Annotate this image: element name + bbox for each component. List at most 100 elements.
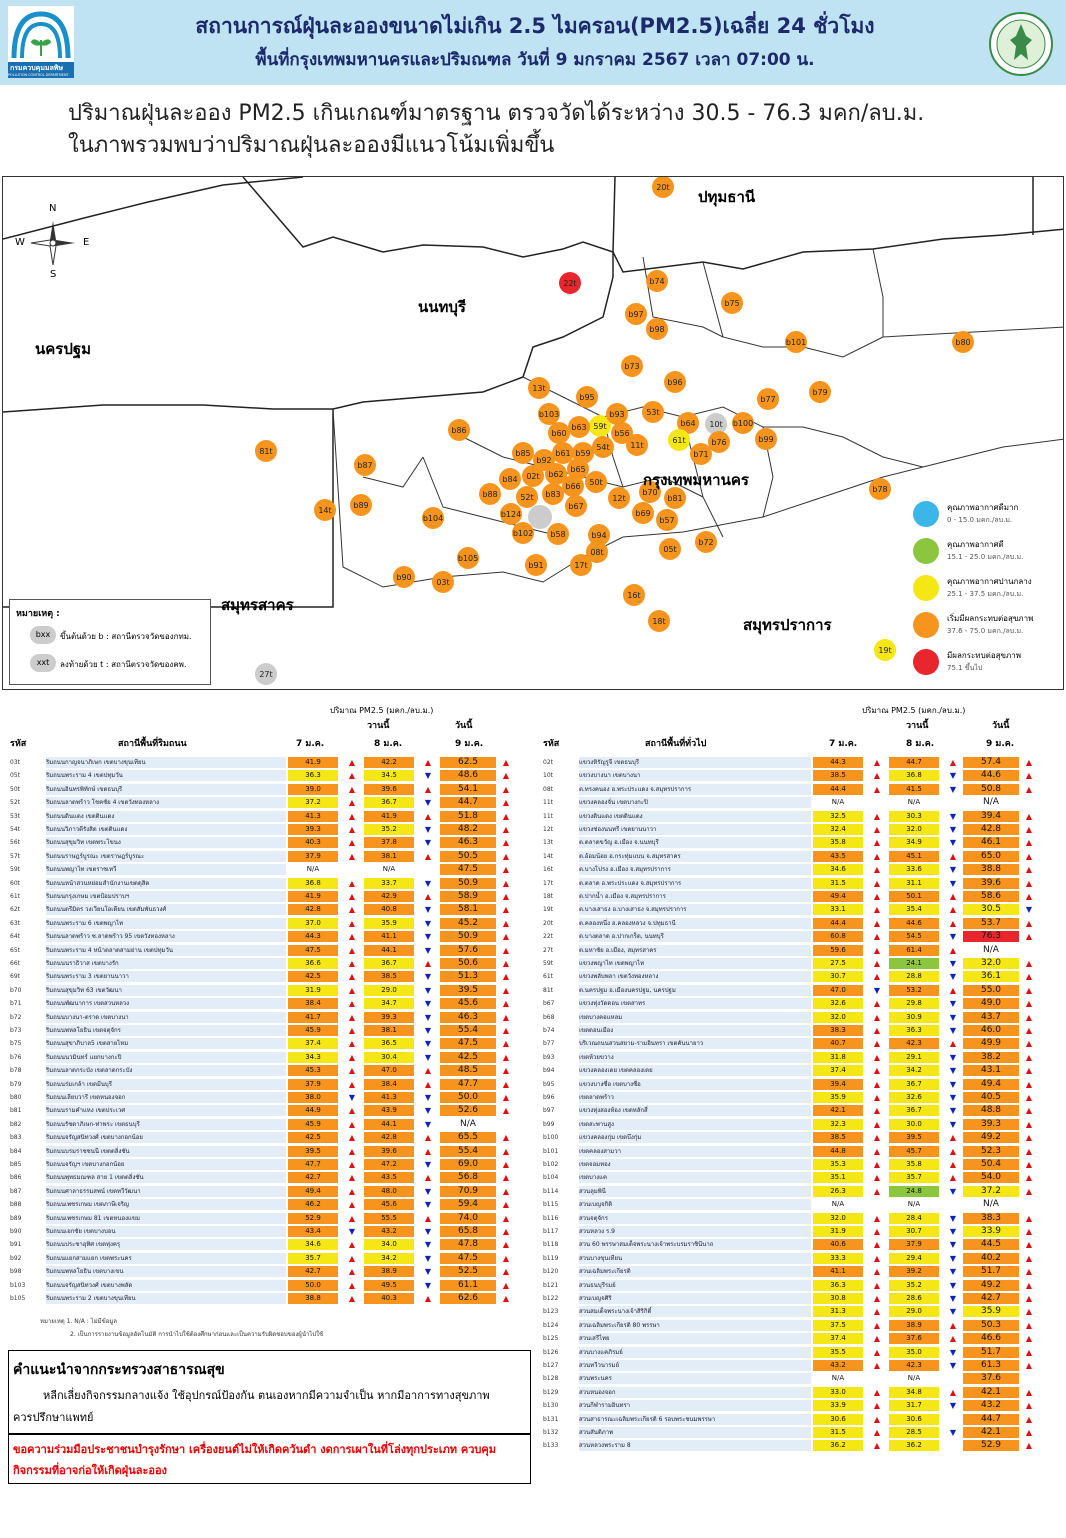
value-day1: 34.6 bbox=[813, 864, 863, 876]
today-label-right: วันนี้ bbox=[992, 721, 1010, 731]
table-row: 61t แขวงพลับพลา เขตวังทองหลาง 30.7 ▲ 28.… bbox=[543, 970, 1058, 983]
value-day2: 44.7 bbox=[889, 757, 939, 768]
station-code: 62t bbox=[10, 906, 20, 914]
trend-icon-day1: ▲ bbox=[873, 865, 881, 875]
trend-icon-day2: ▼ bbox=[949, 1052, 957, 1062]
value-day2: 29.0 bbox=[889, 1306, 939, 1318]
value-day3: 47.7 bbox=[440, 1078, 496, 1090]
station-code: 61t bbox=[10, 893, 20, 900]
trend-icon-day1: ▲ bbox=[348, 1012, 356, 1022]
legend-label: มีผลกระทบต่อสุขภาพ bbox=[947, 651, 1022, 660]
station-name: ริมถนนนวมินทร์ แยกบางกะปิ bbox=[46, 1051, 286, 1063]
trend-icon-day1: ▲ bbox=[348, 1079, 356, 1089]
station-name: สวนกีฬารามอินทรา bbox=[579, 1400, 811, 1412]
trend-icon-day2: ▼ bbox=[424, 1267, 432, 1277]
value-day3: N/A bbox=[440, 1118, 496, 1130]
station-marker-b90: b90 bbox=[393, 566, 415, 588]
station-code: 52t bbox=[10, 799, 20, 807]
trend-icon-day2: ▼ bbox=[424, 1186, 432, 1196]
table-row: b87 ริมถนนศาลาธรรมสพน์ เขตทวีวัฒนา 49.4 … bbox=[10, 1185, 530, 1197]
station-marker-50t: 50t bbox=[585, 471, 607, 493]
value-day2: 29.4 bbox=[889, 1252, 939, 1264]
trend-icon-day2: ▼ bbox=[424, 1052, 432, 1062]
value-day2: 44.1 bbox=[364, 944, 414, 956]
station-marker-label: b99 bbox=[758, 435, 773, 444]
value-day3: 43.2 bbox=[963, 1400, 1019, 1412]
trend-icon-day2: ▼ bbox=[949, 811, 957, 821]
value-day3: 47.5 bbox=[440, 864, 496, 876]
value-day2: 34.0 bbox=[364, 1239, 414, 1251]
value-day1: 31.8 bbox=[813, 1051, 863, 1063]
station-marker-b66: b66 bbox=[562, 475, 584, 497]
trend-icon-day1: ▲ bbox=[873, 1079, 881, 1089]
value-day1: N/A bbox=[813, 797, 863, 809]
value-day1: 42.7 bbox=[288, 1172, 338, 1184]
station-name: แขวงช่องนนทรี เขตยานนาวา bbox=[579, 824, 811, 835]
table-row: b131 สวนสาธารณะเฉลิมพระเกียรติ 6 รอบพระช… bbox=[543, 1413, 1058, 1425]
station-code: 60t bbox=[10, 879, 20, 887]
value-day2: 34.2 bbox=[364, 1252, 414, 1264]
value-day2: 40.8 bbox=[364, 904, 414, 916]
station-marker-b62: b62 bbox=[545, 463, 567, 485]
value-day3: 43.1 bbox=[963, 1065, 1019, 1077]
trend-icon-day1: ▲ bbox=[873, 1387, 881, 1397]
station-marker-label: 08t bbox=[590, 548, 603, 557]
value-day3: 51.7 bbox=[963, 1266, 1019, 1278]
trend-icon-day2: ▼ bbox=[949, 1213, 957, 1223]
value-day3: 55.4 bbox=[440, 1145, 496, 1157]
trend-icon-day1: ▲ bbox=[348, 1146, 356, 1156]
value-day1: 31.3 bbox=[813, 1306, 863, 1318]
value-day1: 37.4 bbox=[813, 1065, 863, 1077]
trend-icon-day1: ▲ bbox=[873, 918, 881, 928]
table-row: 22t ต.บางตลาด อ.ปากเกร็ด, นนทบุรี 60.8 ▲… bbox=[543, 930, 1058, 943]
trend-icon-day3: ▲ bbox=[502, 1240, 510, 1250]
station-code: b89 bbox=[10, 1214, 22, 1222]
station-code: b129 bbox=[543, 1388, 559, 1396]
trend-icon-day1: ▲ bbox=[348, 905, 356, 915]
station-marker-b81: b81 bbox=[664, 487, 686, 509]
province-label-samutprakan: สมุทรปราการ bbox=[743, 616, 832, 634]
compass-rose-icon bbox=[30, 221, 75, 266]
trend-icon-day1: ▲ bbox=[873, 784, 881, 794]
value-day2: 39.6 bbox=[364, 783, 414, 795]
trend-icon-day1: ▲ bbox=[348, 1240, 356, 1250]
station-marker-16t: 16t bbox=[623, 584, 645, 606]
station-code: 12t bbox=[543, 826, 553, 833]
value-day1: 36.8 bbox=[288, 877, 338, 889]
value-day2: 38.5 bbox=[364, 971, 414, 983]
trend-icon-day1: ▲ bbox=[348, 1106, 356, 1116]
station-marker-label: b66 bbox=[565, 482, 580, 491]
table-row: 10t แขวงบางนา เขตบางนา 38.5 ▲ 36.8 ▼ 44.… bbox=[543, 769, 1058, 782]
trend-icon-day1: ▲ bbox=[348, 932, 356, 942]
table-row: b70 ริมถนนสุขุมวิท 63 เขตวัฒนา 31.9 ▲ 29… bbox=[10, 984, 530, 996]
station-marker-27t: 27t bbox=[255, 663, 277, 685]
trend-icon-day3: ▲ bbox=[502, 878, 510, 888]
value-day2: 38.9 bbox=[889, 1319, 939, 1331]
cooperation-box: ขอความร่วมมือประชาชนบำรุงรักษา เครื่องยน… bbox=[8, 1434, 531, 1484]
value-day3: 53.7 bbox=[963, 917, 1019, 929]
station-code: b103 bbox=[10, 1281, 26, 1289]
station-marker-label: 53t bbox=[646, 408, 659, 417]
legend-range: 25.1 - 37.5 มคก./ลบ.ม. bbox=[947, 590, 1024, 598]
station-code: b70 bbox=[10, 986, 22, 994]
trend-icon-day3: ▲ bbox=[502, 1026, 510, 1035]
trend-icon-day3: ▲ bbox=[502, 1160, 510, 1169]
station-name: สวนลุมพินี bbox=[579, 1185, 811, 1197]
value-day1: 38.8 bbox=[288, 1293, 338, 1304]
trend-icon-day2: ▼ bbox=[949, 1106, 957, 1116]
trend-icon-day2: ▼ bbox=[949, 1012, 957, 1022]
value-day3: 62.6 bbox=[440, 1293, 496, 1304]
note-t-symbol-text: xxt bbox=[36, 658, 50, 667]
trend-icon-day3: ▲ bbox=[502, 932, 510, 942]
trend-icon-day3 bbox=[1023, 797, 1035, 808]
station-name: ริมถนนพหลโยธิน เขตจตุจักร bbox=[46, 1025, 286, 1036]
station-name: ริมถนนลาดพร้าว โชคชัย 4 เขตวังทองหลาง bbox=[46, 797, 286, 809]
table-row: 69t ริมถนนพระราม 3 เขตยานนาวา 42.5 ▲ 38.… bbox=[10, 970, 530, 983]
trend-icon-day3: ▲ bbox=[1025, 985, 1033, 995]
value-day2: 30.7 bbox=[889, 1226, 939, 1237]
station-code: b67 bbox=[543, 1000, 555, 1008]
value-day3: 59.4 bbox=[440, 1199, 496, 1211]
trend-icon-day2: ▼ bbox=[949, 1294, 957, 1303]
station-code: 69t bbox=[10, 973, 20, 981]
station-name: ริมถนนนราธิวาส เขตบางรัก bbox=[46, 958, 286, 969]
